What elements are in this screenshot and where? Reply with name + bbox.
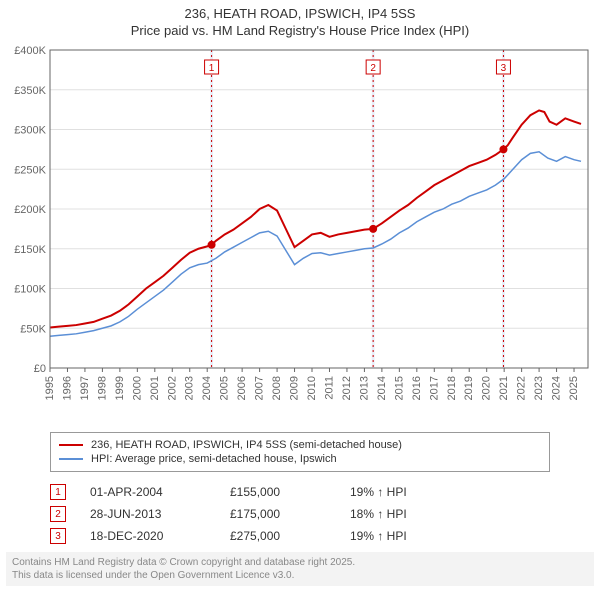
event-marker: 3 — [50, 528, 66, 544]
svg-text:£100K: £100K — [14, 284, 46, 296]
footer-attribution: Contains HM Land Registry data © Crown c… — [6, 552, 594, 586]
svg-text:3: 3 — [501, 63, 507, 74]
legend-row: HPI: Average price, semi-detached house,… — [59, 453, 541, 465]
svg-text:£400K: £400K — [14, 45, 46, 57]
svg-text:2008: 2008 — [271, 376, 283, 400]
event-date: 18-DEC-2020 — [90, 529, 230, 543]
event-price: £155,000 — [230, 485, 350, 499]
svg-text:£0: £0 — [34, 363, 46, 375]
svg-text:2022: 2022 — [516, 376, 528, 400]
svg-text:2005: 2005 — [219, 376, 231, 400]
svg-text:£150K: £150K — [14, 244, 46, 256]
svg-text:£300K: £300K — [14, 125, 46, 137]
title-line-1: 236, HEATH ROAD, IPSWICH, IP4 5SS — [10, 6, 590, 21]
svg-text:2019: 2019 — [463, 376, 475, 400]
svg-text:2024: 2024 — [551, 376, 563, 400]
svg-text:1995: 1995 — [44, 376, 56, 400]
event-row: 3 18-DEC-2020£275,00019% ↑ HPI — [50, 528, 550, 544]
event-marker: 2 — [50, 506, 66, 522]
event-marker: 1 — [50, 484, 66, 500]
svg-text:£50K: £50K — [20, 323, 46, 335]
legend: 236, HEATH ROAD, IPSWICH, IP4 5SS (semi-… — [50, 432, 550, 472]
svg-text:2004: 2004 — [201, 376, 213, 400]
svg-text:1997: 1997 — [79, 376, 91, 400]
svg-text:1999: 1999 — [114, 376, 126, 400]
event-row: 1 01-APR-2004£155,00019% ↑ HPI — [50, 484, 550, 500]
svg-text:2015: 2015 — [393, 376, 405, 400]
svg-text:1: 1 — [209, 63, 215, 74]
event-pct: 18% ↑ HPI — [350, 507, 470, 521]
footer-line-2: This data is licensed under the Open Gov… — [12, 569, 588, 582]
svg-text:2011: 2011 — [323, 376, 335, 400]
figure-container: 236, HEATH ROAD, IPSWICH, IP4 5SS Price … — [0, 0, 600, 590]
event-date: 01-APR-2004 — [90, 485, 230, 499]
svg-text:2012: 2012 — [341, 376, 353, 400]
svg-text:2002: 2002 — [166, 376, 178, 400]
legend-row: 236, HEATH ROAD, IPSWICH, IP4 5SS (semi-… — [59, 439, 541, 451]
svg-text:1996: 1996 — [61, 376, 73, 400]
svg-text:2020: 2020 — [481, 376, 493, 400]
chart-svg: £0 £50K £100K £150K £200K £250K £300K £350K £400… — [0, 44, 600, 428]
svg-text:2021: 2021 — [498, 376, 510, 400]
footer-line-1: Contains HM Land Registry data © Crown c… — [12, 556, 588, 569]
svg-text:1998: 1998 — [96, 376, 108, 400]
svg-text:2018: 2018 — [446, 376, 458, 400]
svg-text:2016: 2016 — [411, 376, 423, 400]
svg-text:2014: 2014 — [376, 376, 388, 400]
svg-text:£350K: £350K — [14, 85, 46, 97]
svg-text:2025: 2025 — [568, 376, 580, 400]
events-table: 101-APR-2004£155,00019% ↑ HPI228-JUN-201… — [50, 478, 550, 550]
svg-text:2023: 2023 — [533, 376, 545, 400]
svg-text:2: 2 — [370, 63, 376, 74]
legend-swatch — [59, 458, 83, 460]
svg-text:2017: 2017 — [428, 376, 440, 400]
legend-swatch — [59, 444, 83, 446]
legend-label: 236, HEATH ROAD, IPSWICH, IP4 5SS (semi-… — [91, 439, 402, 451]
event-pct: 19% ↑ HPI — [350, 485, 470, 499]
event-pct: 19% ↑ HPI — [350, 529, 470, 543]
chart-area: £0 £50K £100K £150K £200K £250K £300K £350K £400… — [0, 44, 600, 428]
svg-text:2013: 2013 — [358, 376, 370, 400]
title-block: 236, HEATH ROAD, IPSWICH, IP4 5SS Price … — [0, 0, 600, 40]
svg-text:2006: 2006 — [236, 376, 248, 400]
event-price: £275,000 — [230, 529, 350, 543]
title-line-2: Price paid vs. HM Land Registry's House … — [10, 23, 590, 38]
event-date: 28-JUN-2013 — [90, 507, 230, 521]
svg-text:£200K: £200K — [14, 204, 46, 216]
svg-text:2001: 2001 — [149, 376, 161, 400]
legend-label: HPI: Average price, semi-detached house,… — [91, 453, 337, 465]
svg-text:2003: 2003 — [184, 376, 196, 400]
event-price: £175,000 — [230, 507, 350, 521]
svg-text:£250K: £250K — [14, 164, 46, 176]
svg-text:2007: 2007 — [254, 376, 266, 400]
svg-text:2010: 2010 — [306, 376, 318, 400]
svg-text:2000: 2000 — [131, 376, 143, 400]
event-row: 2 28-JUN-2013£175,00018% ↑ HPI — [50, 506, 550, 522]
svg-text:2009: 2009 — [289, 376, 301, 400]
